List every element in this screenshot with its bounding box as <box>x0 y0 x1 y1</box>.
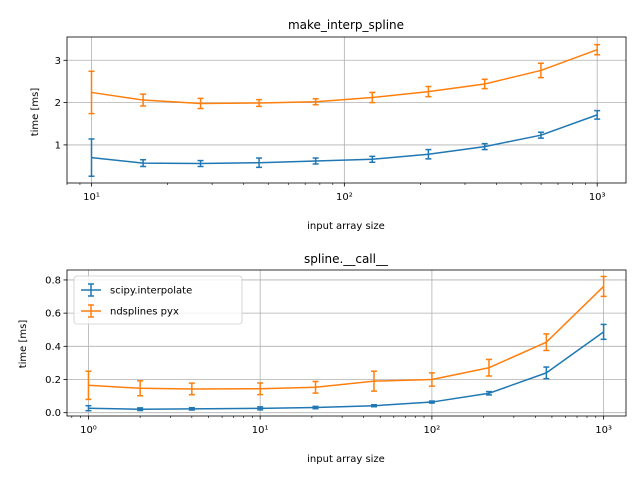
error-bar <box>428 372 435 387</box>
error-bar <box>256 157 263 169</box>
legend-box <box>73 275 243 325</box>
y-tick-label: 3 <box>55 56 61 67</box>
error-bar <box>369 91 376 104</box>
error-bar <box>425 85 432 98</box>
series-scipy-interpolate <box>85 323 607 412</box>
error-bar <box>88 138 95 177</box>
legend-label: scipy.interpolate <box>110 286 192 297</box>
error-bar <box>428 400 435 404</box>
error-bar <box>537 131 544 139</box>
data-series-layer <box>88 43 601 177</box>
error-bar <box>485 358 492 377</box>
error-bar <box>369 155 376 164</box>
y-tick-label: 0.4 <box>45 342 61 353</box>
y-tick-label: 1 <box>55 140 61 151</box>
x-tick-label: 10¹ <box>252 425 269 436</box>
legend-label: ndsplines pyx <box>110 307 179 318</box>
chart-title: make_interp_spline <box>288 18 404 32</box>
error-bar <box>312 98 319 106</box>
y-tick-label: 0.0 <box>45 408 61 419</box>
error-bar <box>543 333 550 352</box>
error-bar <box>312 157 319 165</box>
chart-panel-spline-call: spline.__call__ input array size time [m… <box>18 252 627 465</box>
x-tick-label: 10² <box>336 192 353 203</box>
axes-frame <box>66 269 627 417</box>
error-bar <box>481 78 488 90</box>
x-tick-label: 10¹ <box>83 192 100 203</box>
axis-ticks: 10¹ 10² 10³ 1 2 3 <box>55 56 606 203</box>
y-tick-label: 2 <box>55 98 61 109</box>
error-bar <box>140 93 147 107</box>
error-bar <box>140 158 147 168</box>
error-bar <box>188 406 195 411</box>
error-bar <box>137 407 144 412</box>
y-tick-label: 0.6 <box>45 309 61 320</box>
chart-panel-make-interp-spline: make_interp_spline input array size time… <box>30 18 627 232</box>
error-bar <box>485 390 492 396</box>
chart-title: spline.__call__ <box>304 252 389 266</box>
series-line <box>88 331 605 410</box>
x-tick-label: 10³ <box>589 192 606 203</box>
error-bar <box>594 43 601 56</box>
y-axis-label: time [ms] <box>30 88 41 137</box>
error-bar <box>197 159 204 168</box>
error-bar <box>600 323 607 341</box>
error-bar <box>594 109 601 120</box>
series-line <box>91 114 598 165</box>
error-bar <box>257 382 264 396</box>
error-bar <box>600 275 607 298</box>
y-tick-label: 0.8 <box>45 275 61 286</box>
series-scipy-interpolate <box>88 109 601 177</box>
error-bar <box>543 366 550 380</box>
error-bar <box>256 98 263 108</box>
x-tick-label: 10² <box>424 425 441 436</box>
y-tick-label: 0.2 <box>45 375 61 386</box>
x-tick-label: 10³ <box>595 425 612 436</box>
error-bar <box>481 142 488 151</box>
x-tick-label: 10⁰ <box>80 425 97 436</box>
x-axis-label: input array size <box>307 221 385 232</box>
error-bar <box>85 404 92 412</box>
error-bar <box>425 148 432 160</box>
y-axis-label: time [ms] <box>18 320 29 369</box>
error-bar <box>85 370 92 401</box>
series-line <box>91 48 598 105</box>
series-line <box>88 285 605 390</box>
series-ndsplines-pyx <box>85 275 607 401</box>
axes-frame <box>66 36 627 184</box>
error-bar <box>188 382 195 396</box>
legend-entry: scipy.interpolate <box>81 283 192 297</box>
error-bar <box>537 62 544 79</box>
x-axis-label: input array size <box>307 454 385 465</box>
axis-ticks: 10⁰ 10¹ 10² 10³ 0.0 0.2 0.4 0.6 0.8 <box>45 275 612 436</box>
error-bar <box>257 406 264 411</box>
error-bar <box>370 370 377 392</box>
error-bar <box>88 70 95 115</box>
error-bar <box>312 405 319 410</box>
legend: scipy.interpolate ndsplines pyx <box>73 275 243 325</box>
plot-frame <box>66 269 627 417</box>
grid-lines <box>67 37 626 183</box>
data-series-layer <box>85 275 607 412</box>
error-bar <box>137 380 144 397</box>
error-bar <box>370 403 377 408</box>
error-bar <box>312 380 319 394</box>
error-bar <box>197 97 204 110</box>
series-ndsplines-pyx <box>88 43 601 115</box>
plot-frame <box>66 36 627 184</box>
legend-entry: ndsplines pyx <box>81 304 179 318</box>
